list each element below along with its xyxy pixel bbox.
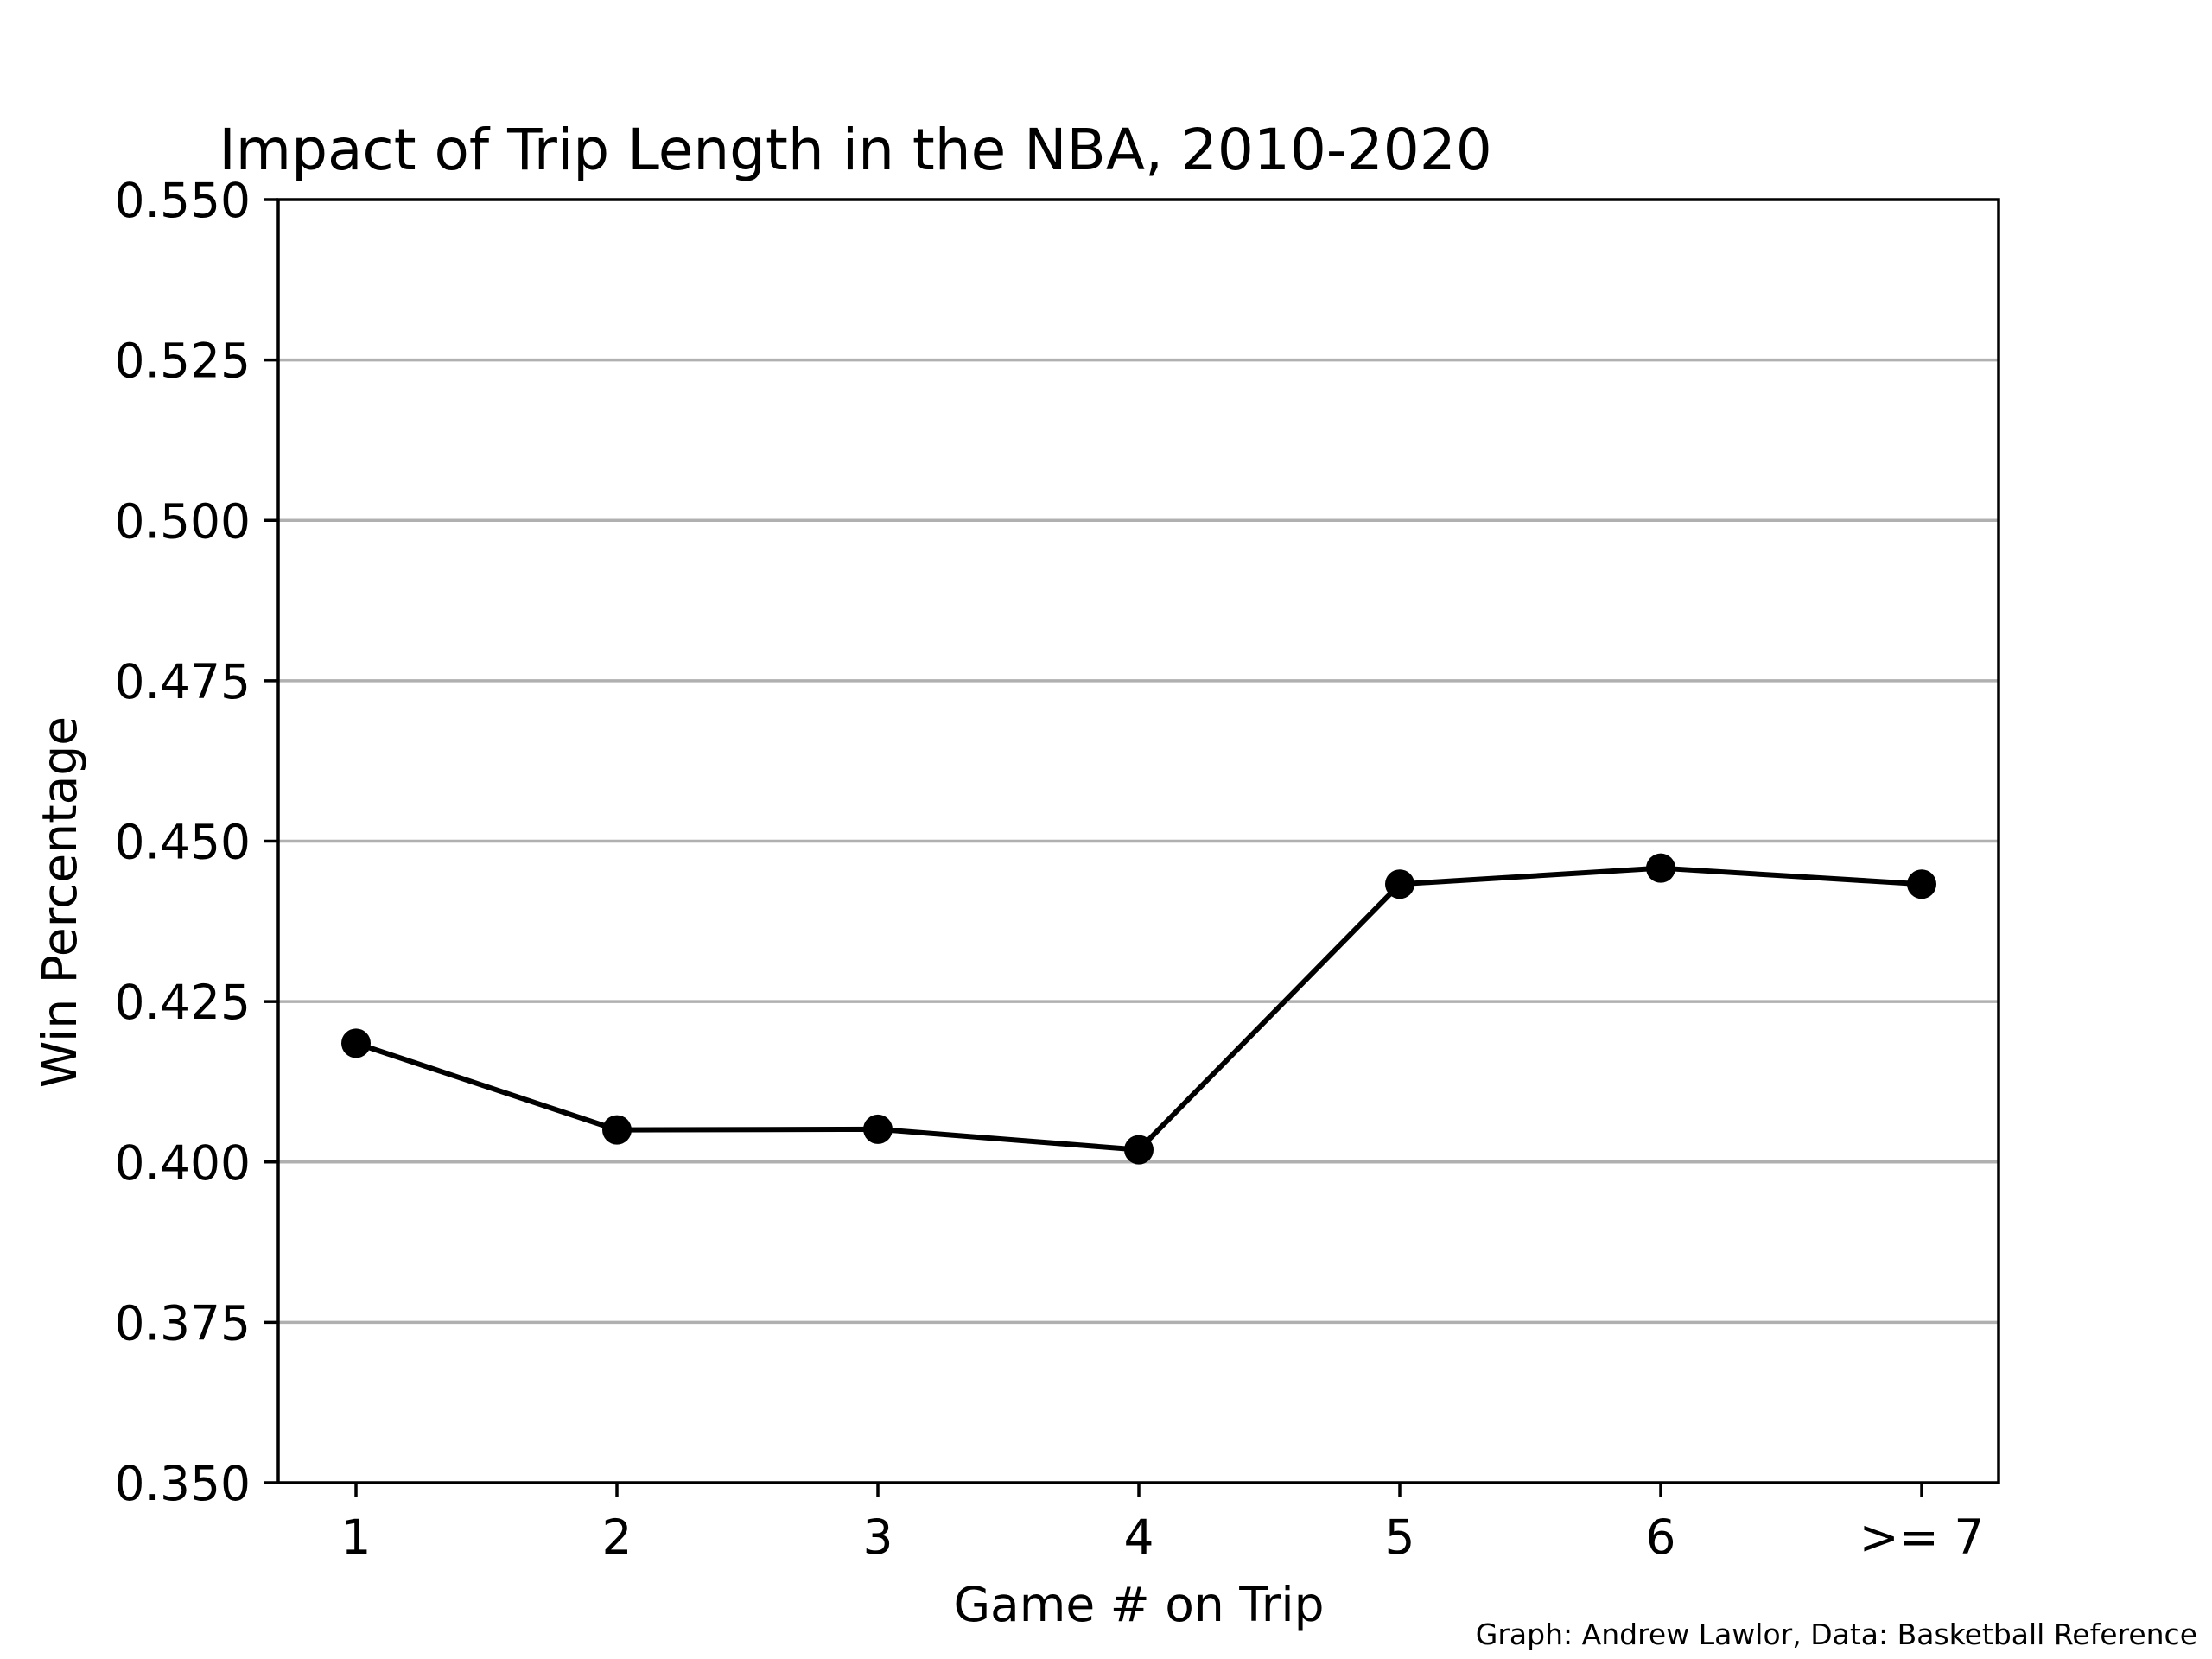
series-layer [341,853,1936,1165]
y-tick-label: 0.350 [115,1456,251,1511]
y-tick-label: 0.500 [115,493,251,549]
y-tick-label: 0.425 [115,975,251,1030]
x-tick-label: 1 [341,1510,372,1565]
y-tick-label: 0.450 [115,815,251,870]
y-axis-ticks: 0.350 0.375 0.400 0.425 0.450 0.475 0.500 0.525… [115,173,278,1511]
y-axis-label: Win Percentage [32,716,87,1088]
data-point [341,1028,371,1058]
y-tick-label: 0.525 [115,334,251,389]
y-tick-label: 0.400 [115,1135,251,1191]
x-axis-ticks: 1 2 3 4 5 6 >= 7 [341,1483,1985,1565]
x-tick-label: 3 [863,1510,893,1565]
x-tick-label: >= 7 [1859,1510,1985,1565]
credit-text: Graph: Andrew Lawlor, Data: Basketball R… [1476,1618,2197,1651]
data-point [1124,1135,1154,1165]
x-tick-label: 4 [1124,1510,1154,1565]
x-tick-label: 6 [1646,1510,1676,1565]
data-point [602,1115,632,1145]
data-point [863,1114,893,1144]
grid-lines [278,358,1999,1325]
y-tick-label: 0.375 [115,1295,251,1351]
data-point [1646,853,1675,883]
y-tick-label: 0.475 [115,654,251,709]
y-tick-label: 0.550 [115,173,251,228]
x-tick-label: 5 [1385,1510,1415,1565]
chart-title: Impact of Trip Length in the NBA, 2010-2… [219,117,1491,183]
data-point [1907,869,1936,899]
data-point [1385,869,1414,899]
x-tick-label: 2 [602,1510,632,1565]
x-axis-label: Game # on Trip [953,1577,1324,1632]
